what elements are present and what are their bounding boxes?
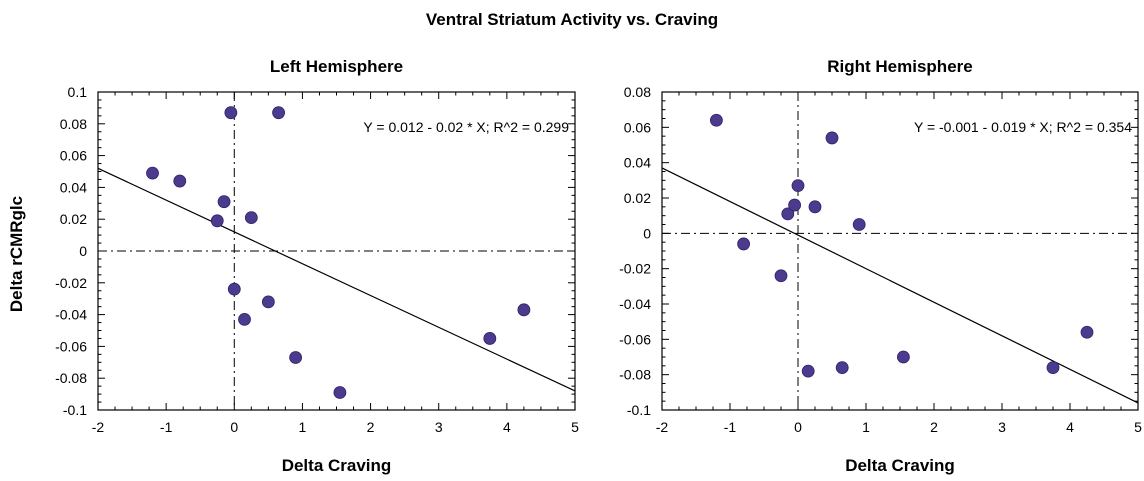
left-data-point [244,211,258,225]
right-data-point [1046,361,1060,375]
left-y-tick-label: -0.08 [55,370,87,386]
left-regression-line [97,167,576,392]
left-x-tick-label: 2 [367,419,375,435]
right-data-point [781,207,795,221]
left-x-tick-label: 0 [230,419,238,435]
left-hemisphere-chart: Left Hemisphere Delta Craving -2 -1 0 1 2 3 4 5 -0… [55,57,579,475]
right-data-point [835,361,849,375]
left-y-tick-label: 0.08 [60,116,87,132]
right-x-axis-label: Delta Craving [845,456,955,475]
left-data-point [217,195,231,209]
right-regression-line [661,167,1139,404]
left-y-tick-label: 0.04 [60,179,87,195]
left-data-point [289,351,303,364]
left-x-tick-label: -2 [92,419,105,435]
right-y-tick-label: 0.08 [624,84,651,100]
right-y-tick-label: 0.06 [624,119,651,135]
left-data-point [333,386,347,399]
left-regression-equation: Y = 0.012 - 0.02 * X; R^2 = 0.299 [363,119,569,135]
right-x-tick-label: 3 [998,419,1006,435]
right-data-point [774,269,788,283]
left-x-tick-label: -1 [160,419,173,435]
right-data-point [710,113,723,127]
left-data-point [146,166,159,180]
right-data-point [852,218,866,231]
right-x-tick-label: -2 [656,419,669,435]
right-x-tick-label: 0 [794,419,802,435]
right-y-tick-label: 0.04 [624,155,651,171]
left-x-tick-label: 3 [435,419,443,435]
left-y-tick-label: -0.04 [55,307,87,323]
right-y-tick-label: 0.02 [624,190,651,206]
right-data-point [737,237,750,251]
left-x-tick-label: 5 [571,419,579,435]
right-data-point [788,198,801,212]
right-y-tick-label: -0.06 [619,331,651,347]
left-data-point [261,295,275,309]
right-y-tick-label: 0 [643,225,651,241]
right-y-tick-label: -0.04 [619,296,651,312]
left-data-point [238,312,251,326]
right-regression-equation: Y = -0.001 - 0.019 * X; R^2 = 0.354 [914,119,1132,135]
left-x-axis-label: Delta Craving [282,456,392,475]
left-y-tick-label: 0.02 [60,211,87,227]
right-data-point [791,179,805,193]
left-data-point [272,106,285,120]
left-data-point [517,303,531,317]
right-x-tick-label: 4 [1066,419,1074,435]
right-x-tick-label: -1 [724,419,737,435]
right-x-tick-label: 1 [862,419,870,435]
left-data-point [210,214,224,228]
right-panel-title: Right Hemisphere [827,57,972,76]
right-hemisphere-chart: Right Hemisphere Delta Craving -2 -1 0 1 2 3 4 5 -… [619,57,1142,475]
right-y-tick-label: -0.1 [627,402,651,418]
left-x-tick-label: 4 [503,419,511,435]
left-panel-title: Left Hemisphere [270,57,403,76]
figure-title: Ventral Striatum Activity vs. Craving [426,10,718,29]
y-axis-label: Delta rCMRglc [7,196,26,312]
right-y-tick-label: -0.02 [619,261,651,277]
right-x-tick-label: 5 [1134,419,1142,435]
right-data-point [801,364,815,378]
right-data-point [1080,325,1094,339]
right-data-point [825,131,839,145]
left-y-tick-label: -0.02 [55,275,87,291]
left-y-tick-label: -0.1 [63,402,87,418]
left-y-tick-label: 0.06 [60,148,87,164]
right-y-tick-label: -0.08 [619,367,651,383]
left-data-point [173,174,187,188]
right-x-tick-label: 2 [930,419,938,435]
left-x-tick-label: 1 [299,419,307,435]
right-data-point [897,350,910,364]
left-data-point [224,106,238,120]
left-y-tick-label: 0.1 [68,84,88,100]
left-data-point [227,282,241,296]
left-y-tick-label: -0.06 [55,338,87,354]
left-y-tick-label: 0 [79,243,87,259]
right-data-point [808,200,822,214]
left-data-point [483,332,497,345]
